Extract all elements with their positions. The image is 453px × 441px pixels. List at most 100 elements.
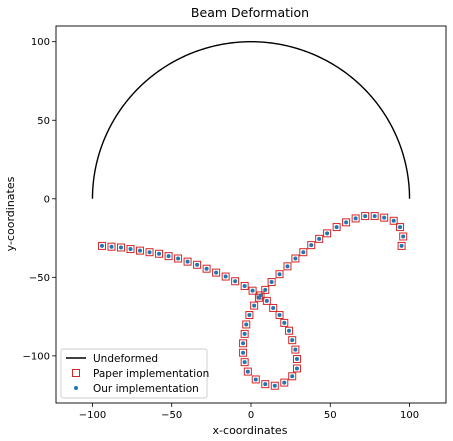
our-implementation-point <box>344 220 349 225</box>
our-implementation-point <box>253 377 258 382</box>
paper-implementation-point <box>202 264 211 273</box>
our-implementation-point <box>242 360 247 365</box>
our-implementation-point <box>157 251 162 256</box>
paper-implementation-point <box>380 213 389 222</box>
our-implementation-point <box>252 303 257 308</box>
x-tick-label: 0 <box>248 410 254 421</box>
our-implementation-point <box>138 248 143 253</box>
our-implementation-point <box>401 234 406 239</box>
paper-implementation-point <box>183 257 192 266</box>
x-tick-label: −50 <box>161 410 182 421</box>
our-implementation-point <box>204 266 209 271</box>
paper-implementation-point <box>285 326 294 335</box>
paper-implementation-point <box>299 248 308 257</box>
our-implementation-point <box>277 272 282 277</box>
paper-implementation-point <box>239 348 248 357</box>
paper-implementation-point <box>397 241 406 250</box>
x-axis-label: x-coordinates <box>213 424 288 437</box>
paper-implementation-point <box>332 223 341 232</box>
paper-implementation-point <box>251 375 260 384</box>
paper-implementation-point <box>370 212 379 221</box>
paper-implementation-point <box>267 278 276 287</box>
paper-implementation-point <box>212 268 221 277</box>
paper-implementation-point <box>307 241 316 250</box>
paper-implementation-point <box>292 364 301 373</box>
our-implementation-point <box>294 366 299 371</box>
paper-implementation-point <box>288 372 297 381</box>
legend-box <box>60 348 208 399</box>
paper-implementation-point <box>243 367 252 376</box>
our-implementation-point <box>317 236 322 241</box>
paper-implementation-point <box>283 262 292 271</box>
legend-label-undeformed: Undeformed <box>93 353 158 365</box>
undeformed-curve <box>91 41 411 199</box>
paper-implementation-point <box>250 301 259 310</box>
our-implementation-point <box>233 279 238 284</box>
our-implementation-point <box>109 244 114 249</box>
legend-square-marker <box>72 369 80 377</box>
paper-implementation-point <box>342 218 351 227</box>
y-tick-label: 50 <box>37 116 50 127</box>
our-implementation-point <box>99 243 104 248</box>
our-implementation-point <box>119 245 123 250</box>
paper-implementation-point <box>270 381 279 390</box>
paper-implementation-point <box>261 380 270 389</box>
our-implementation-point <box>245 369 250 374</box>
legend-label-ours: Our implementation <box>93 383 199 395</box>
our-implementation-point <box>293 256 298 261</box>
paper-implementation-point <box>261 285 270 294</box>
paper-implementation-point <box>269 303 278 312</box>
y-tick-label: 100 <box>31 37 50 48</box>
our-implementation-point <box>263 382 268 387</box>
paper-implementation-point <box>164 252 173 261</box>
our-implementation-point <box>294 357 299 362</box>
paper-implementation-point <box>221 272 230 281</box>
paper-implementation-point <box>240 281 249 290</box>
paper-implementation-point <box>145 248 154 257</box>
our-implementation-point <box>166 254 171 259</box>
our-implementation-point <box>264 298 269 303</box>
paper-implementation-point <box>280 318 289 327</box>
our-implementation-point <box>363 214 368 219</box>
series-layer <box>91 41 411 390</box>
x-tick-label: 50 <box>324 410 337 421</box>
paper-implementation-point <box>399 232 408 241</box>
our-implementation-point <box>250 288 255 293</box>
our-implementation-point <box>282 380 287 385</box>
paper-implementation-point <box>396 223 405 232</box>
paper-implementation-point <box>240 329 249 338</box>
paper-implementation-point <box>231 277 240 286</box>
paper-implementation-point <box>242 320 251 329</box>
our-implementation-point <box>301 250 306 255</box>
our-implementation-point <box>244 322 249 327</box>
paper-implementation-point <box>323 229 332 238</box>
y-tick-label: 0 <box>44 194 50 205</box>
legend-dot-marker <box>74 386 78 390</box>
our-implementation-point <box>293 347 298 352</box>
our-implementation-point <box>372 214 377 219</box>
y-axis-label: y-coordinates <box>4 176 17 251</box>
our-implementation-point <box>128 247 133 252</box>
paper-implementation-point <box>239 339 248 348</box>
legend-label-paper: Paper implementation <box>93 368 209 380</box>
paper-implementation-point <box>291 254 300 263</box>
axis-ticks: −100 −50 0 50 100 −100 −50 0 50 100 <box>23 37 420 421</box>
chart-title: Beam Deformation <box>191 5 309 20</box>
our-implementation-point <box>263 287 268 292</box>
paper-implementation-point <box>280 378 289 387</box>
our-implementation-point <box>353 216 358 221</box>
our-implementation-point <box>214 270 219 275</box>
x-tick-label: 100 <box>400 410 419 421</box>
paper-implementation-point <box>107 242 116 251</box>
paper-implementation-point <box>291 345 300 354</box>
our-implementation-point <box>309 243 314 248</box>
paper-implementation-point <box>275 311 284 320</box>
our-implementation-point <box>241 350 246 355</box>
our-implementation-point <box>269 280 274 285</box>
paper-implementation-point <box>174 254 183 263</box>
legend: Undeformed Paper implementation Our impl… <box>60 348 209 399</box>
paper-implementation-point <box>262 296 271 305</box>
paper-implementation-point <box>117 243 125 252</box>
our-implementation-point <box>242 331 247 336</box>
